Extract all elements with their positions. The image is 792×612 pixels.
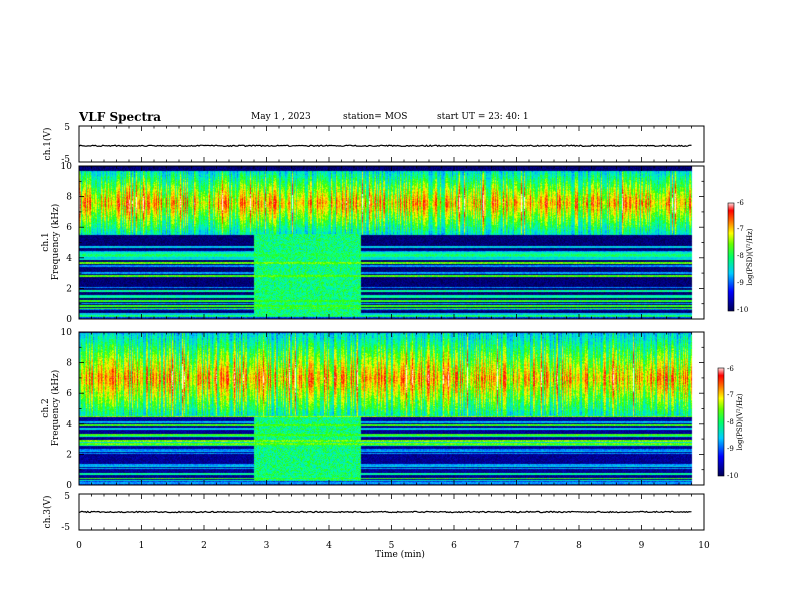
ch1-cb-tick-9: -9 — [737, 279, 744, 287]
time-axis-label: Time (min) — [375, 549, 425, 560]
ch3-ytick-top: 5 — [64, 492, 70, 502]
ch1-voltage-trace — [78, 144, 692, 148]
ch3-voltage-ylabel: ch.3(V) — [42, 496, 53, 529]
ch1-cb-tick-7: -7 — [737, 225, 744, 233]
ch1-voltage-frame — [78, 125, 705, 163]
ch2-spectrogram-image — [79, 332, 704, 485]
xtick-10: 10 — [698, 541, 710, 551]
ch3-voltage-panel: 5 -5 ch.3(V) — [42, 492, 705, 533]
start-time-label: start UT = 23: 40: 1 — [437, 112, 529, 122]
ch1-cb-tick-8: -8 — [737, 252, 744, 260]
ch2-spectrogram-panel: 0 2 4 6 8 10 ch.2 Frequency (kHz) — [41, 328, 705, 491]
station-label: station= MOS — [343, 112, 408, 122]
ch1-voltage-panel: 5 -5 ch.1(V) — [42, 123, 705, 165]
ch3-voltage-trace — [78, 510, 692, 514]
xtick-9: 9 — [639, 541, 645, 551]
ch2-frequency-ticks: 0 2 4 6 8 10 — [61, 328, 73, 491]
ch1-ytick-8: 8 — [66, 193, 72, 203]
ch1-voltage-ylabel: ch.1(V) — [42, 128, 53, 161]
xtick-3: 3 — [264, 541, 270, 551]
ch1-ytick-6: 6 — [66, 223, 72, 233]
ch2-colorbar-gradient — [717, 367, 725, 477]
xtick-5: 5 — [389, 541, 395, 551]
ch2-cb-tick-8: -8 — [727, 418, 734, 426]
ch1-spectrogram-panel: 0 2 4 6 8 10 ch.1 Frequency (kHz) — [41, 162, 705, 325]
ch1-colorbar-label: log(PSD)(V²/Hz) — [746, 228, 754, 285]
ch1-ytick-2: 2 — [66, 284, 72, 294]
xtick-8: 8 — [576, 541, 582, 551]
ch2-cb-tick-10: -10 — [727, 472, 738, 480]
axis-tick-marks — [78, 126, 705, 530]
ch2-spectrogram-canvas-wrap — [79, 332, 704, 485]
ch1-ytick-10: 10 — [61, 162, 73, 172]
ch1-spectrogram-image — [79, 166, 704, 319]
xtick-1: 1 — [139, 541, 145, 551]
ch1-ytick-4: 4 — [66, 254, 72, 264]
xtick-6: 6 — [451, 541, 457, 551]
ch1-colorbar-gradient — [727, 202, 735, 312]
xtick-2: 2 — [201, 541, 207, 551]
ch2-cb-tick-7: -7 — [727, 391, 734, 399]
ch2-colorbar: -6 -7 -8 -9 -10 log(PSD)(V²/Hz) — [717, 365, 744, 480]
ch2-ytick-0: 0 — [66, 481, 72, 491]
ch1-cb-tick-10: -10 — [737, 306, 748, 314]
ch3-ytick-bottom: -5 — [61, 523, 70, 533]
xtick-0: 0 — [76, 541, 82, 551]
date-label: May 1 , 2023 — [251, 112, 311, 122]
ch1-cb-tick-6: -6 — [737, 199, 744, 207]
ch1-channel-label: ch.1 — [41, 232, 51, 251]
ch1-spectrogram-canvas-wrap — [79, 166, 704, 319]
ch2-ytick-4: 4 — [66, 420, 72, 430]
ch2-ytick-8: 8 — [66, 359, 72, 369]
chart-title: VLF Spectra — [79, 110, 162, 124]
ch2-ytick-2: 2 — [66, 450, 72, 460]
ch2-colorbar-label: log(PSD)(V²/Hz) — [736, 393, 744, 450]
ch1-ytick-bottom: -5 — [61, 155, 70, 165]
xtick-7: 7 — [514, 541, 520, 551]
ch1-colorbar: -6 -7 -8 -9 -10 log(PSD)(V²/Hz) — [727, 199, 754, 314]
ch2-cb-tick-6: -6 — [727, 365, 734, 373]
ch2-channel-label: ch.2 — [41, 398, 51, 417]
ch1-ytick-top: 5 — [64, 123, 70, 133]
ch1-frequency-label: Frequency (kHz) — [50, 204, 61, 281]
time-axis-ticks: 0 1 2 3 4 5 6 7 8 9 10 — [76, 541, 710, 551]
ch2-frequency-label: Frequency (kHz) — [50, 370, 61, 447]
xtick-4: 4 — [326, 541, 332, 551]
ch1-ytick-0: 0 — [66, 315, 72, 325]
ch2-cb-tick-9: -9 — [727, 445, 734, 453]
ch1-frequency-ticks: 0 2 4 6 8 10 — [61, 162, 73, 325]
ch2-ytick-10: 10 — [61, 328, 73, 338]
ch2-ytick-6: 6 — [66, 389, 72, 399]
